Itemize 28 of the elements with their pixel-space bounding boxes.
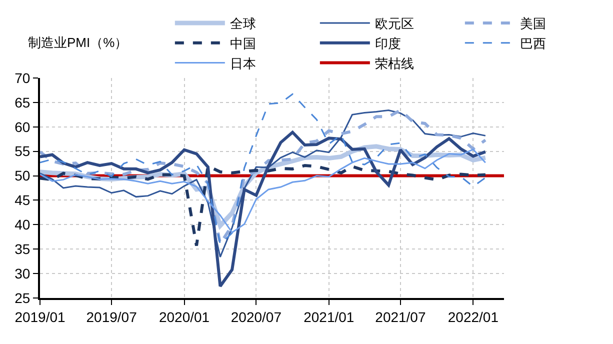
x-tick-label: 2021/01 <box>304 308 354 325</box>
line-series <box>40 164 487 248</box>
x-tick-label: 2022/01 <box>448 308 499 325</box>
line-series <box>40 130 487 288</box>
y-axis-title: 制造业PMI（%） <box>28 35 128 50</box>
legend-label: 印度 <box>374 36 401 51</box>
y-tick-label: 55 <box>14 143 30 160</box>
x-tick-label: 2019/01 <box>14 308 66 325</box>
x-tick-label: 2021/07 <box>375 308 426 325</box>
y-tick-label: 35 <box>14 241 30 258</box>
y-tick-label: 45 <box>14 192 30 208</box>
legend-label: 全球 <box>230 16 256 32</box>
legend-label: 欧元区 <box>374 16 414 32</box>
y-tick-label: 50 <box>14 168 30 184</box>
y-tick-label: 30 <box>14 265 30 282</box>
y-tick-label: 60 <box>14 118 30 135</box>
legend-label: 日本 <box>230 56 256 71</box>
x-tick-label: 2020/01 <box>158 308 210 325</box>
x-tick-label: 2020/07 <box>230 308 282 325</box>
y-tick-label: 65 <box>14 94 30 110</box>
x-tick-label: 2019/07 <box>86 308 138 325</box>
legend-label: 荣枯线 <box>374 56 414 71</box>
legend-label: 中国 <box>230 36 256 51</box>
y-tick-label: 25 <box>14 290 30 306</box>
legend-label: 巴西 <box>520 36 546 51</box>
legend-label: 美国 <box>520 16 546 32</box>
y-tick-label: 40 <box>14 216 30 233</box>
y-tick-label: 70 <box>14 70 30 86</box>
